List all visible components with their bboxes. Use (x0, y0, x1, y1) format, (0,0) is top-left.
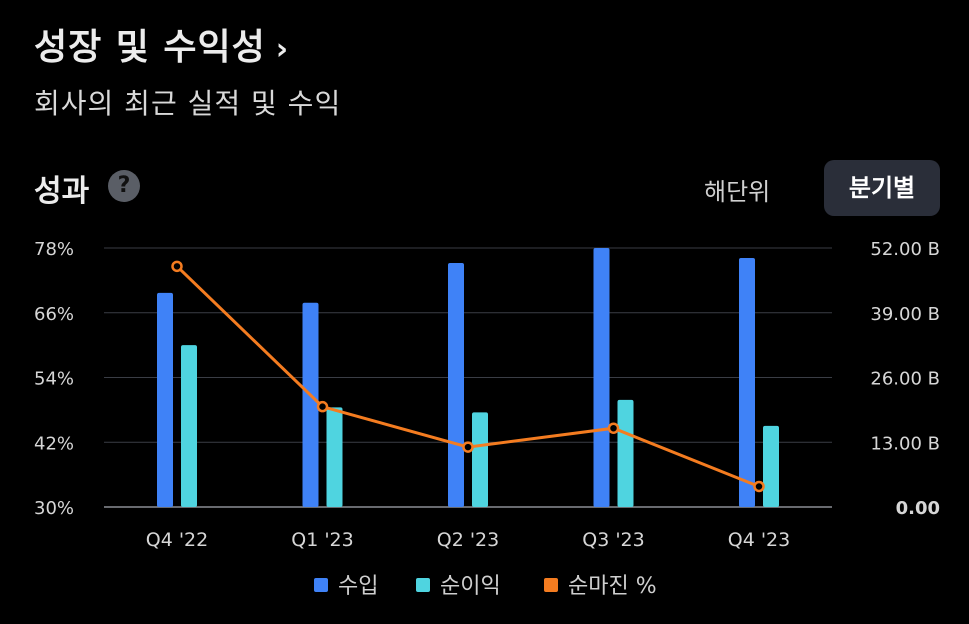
page-subtitle: 회사의 최근 실적 및 수익 (34, 87, 342, 120)
quarterly-toggle-button[interactable]: 분기별 (824, 160, 940, 216)
net-income-bar[interactable] (472, 412, 488, 507)
legend-label-net-income: 순이익 (440, 574, 501, 599)
right-axis-tick-label: 13.00 B (870, 433, 940, 454)
performance-chart: 78% 66% 54% 42% 30% 52.00 B 39.00 B 26.00 B 13.… (34, 239, 940, 551)
net-margin-point[interactable] (607, 422, 620, 434)
left-axis-tick-label: 66% (34, 304, 74, 325)
legend-swatch-net-income (416, 578, 430, 592)
help-icon[interactable]: ? (108, 170, 140, 202)
right-axis-tick-label: 0.00 (896, 498, 940, 519)
legend-label-revenue: 수입 (338, 574, 379, 599)
grid-lines (104, 247, 832, 508)
legend-item-net-income[interactable]: 순이익 (416, 568, 501, 600)
net-margin-line (175, 265, 760, 488)
x-axis-tick-label: Q4 '23 (728, 529, 790, 551)
left-axis-tick-label: 78% (34, 239, 74, 260)
revenue-bar[interactable] (739, 257, 755, 507)
page-title[interactable]: 성장 및 수익성 › (34, 18, 289, 70)
net-income-bar[interactable] (181, 345, 197, 507)
right-axis-ticks: 52.00 B 39.00 B 26.00 B 13.00 B 0.00 (870, 239, 940, 519)
net-margin-point[interactable] (316, 400, 329, 413)
left-axis-tick-label: 54% (34, 369, 74, 390)
net-income-bar[interactable] (617, 399, 634, 507)
legend-item-revenue[interactable]: 수입 (314, 568, 378, 600)
net-income-bar[interactable] (326, 407, 343, 507)
annual-toggle-button[interactable]: 해단위 (704, 178, 771, 206)
legend-swatch-net-margin (544, 578, 558, 592)
revenue-bar[interactable] (157, 292, 173, 507)
line-series (171, 260, 765, 493)
bar-series (157, 248, 779, 507)
legend-label-net-margin: 순마진 % (568, 574, 657, 599)
net-margin-point[interactable] (462, 441, 474, 453)
net-margin-point[interactable] (753, 480, 765, 493)
legend-swatch-revenue (314, 578, 328, 592)
right-axis-tick-label: 52.00 B (870, 239, 940, 260)
revenue-bar[interactable] (593, 248, 610, 507)
x-axis-tick-label: Q1 '23 (291, 529, 353, 551)
chevron-right-icon[interactable]: › (275, 32, 290, 67)
left-axis-tick-label: 30% (34, 498, 74, 519)
net-margin-point[interactable] (171, 260, 183, 273)
right-axis-tick-label: 39.00 B (870, 304, 940, 325)
revenue-bar[interactable] (302, 302, 319, 507)
left-axis-tick-label: 42% (34, 433, 74, 454)
left-axis-ticks: 78% 66% 54% 42% 30% (34, 239, 74, 519)
right-axis-tick-label: 26.00 B (870, 369, 940, 390)
page-title-text: 성장 및 수익성 (34, 27, 266, 68)
x-axis-tick-label: Q3 '23 (582, 529, 644, 551)
section-title: 성과 (34, 174, 90, 209)
net-income-bar[interactable] (763, 425, 779, 507)
legend: 수입 순이익 순마진 % (0, 568, 969, 600)
legend-item-net-margin[interactable]: 순마진 % (544, 568, 657, 600)
x-axis-tick-label: Q2 '23 (437, 529, 499, 551)
x-axis-tick-label: Q4 '22 (146, 529, 208, 551)
revenue-bar[interactable] (448, 262, 464, 507)
x-axis-ticks: Q4 '22 Q1 '23 Q2 '23 Q3 '23 Q4 '23 (146, 529, 790, 551)
